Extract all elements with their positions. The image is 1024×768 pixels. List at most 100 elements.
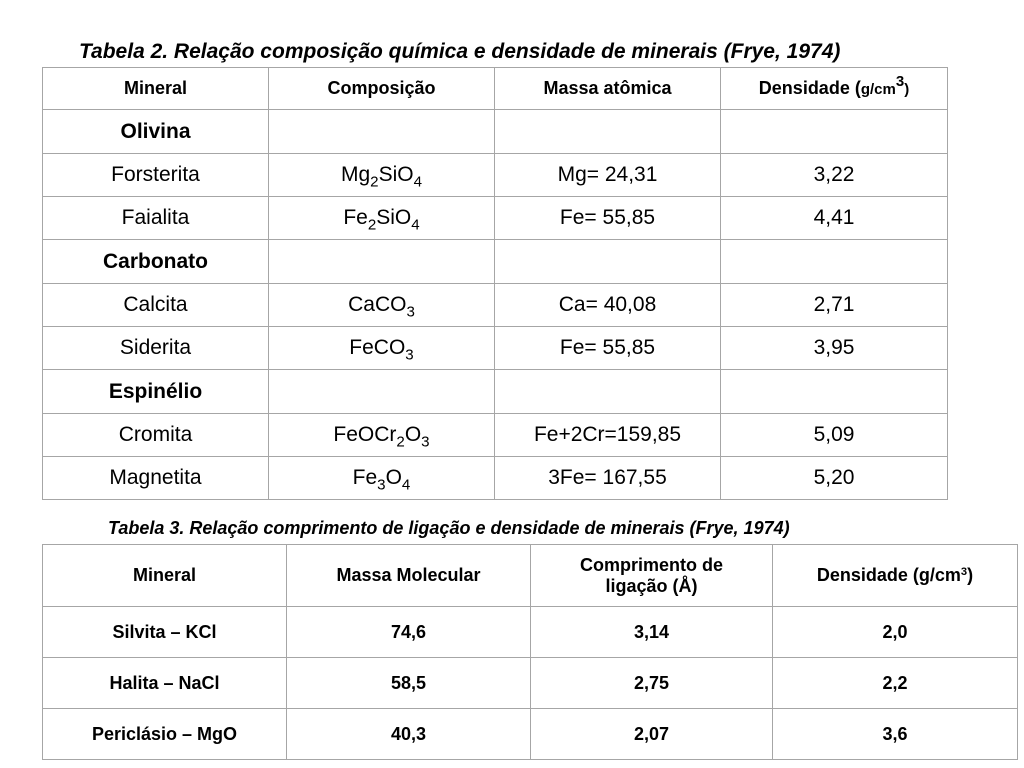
densidade-cell: 3,6: [772, 708, 1018, 760]
empty-cell: [720, 369, 948, 414]
massa-cell: 3Fe= 167,55: [494, 456, 721, 500]
massa-cell: Fe= 55,85: [494, 326, 721, 370]
group-name: Espinélio: [42, 369, 269, 414]
mineral-cell: Halita – NaCl: [42, 657, 287, 709]
formula-cell: FeCO3: [268, 326, 495, 370]
formula-part: Fe: [352, 466, 378, 489]
comprimento-cell: 3,14: [530, 606, 773, 658]
table3-caption: Tabela 3. Relação comprimento de ligação…: [108, 518, 790, 538]
densidade-cell: 2,71: [720, 283, 948, 327]
mineral-cell: Silvita – KCl: [42, 606, 287, 658]
formula-part: Fe: [343, 206, 368, 229]
mineral-cell: Magnetita: [42, 456, 269, 500]
table-row: Calcita CaCO3 Ca= 40,08 2,71: [42, 283, 948, 327]
table3-header-row: Mineral Massa Molecular Comprimento de li…: [42, 544, 1018, 607]
table2-header-row: Mineral Composição Massa atômica Densida…: [42, 67, 948, 110]
densidade-cell: 2,0: [772, 606, 1018, 658]
mineral-cell: Siderita: [42, 326, 269, 370]
formula-part: CaCO: [348, 293, 407, 316]
group-name: Carbonato: [42, 239, 269, 284]
formula-cell: Fe2SiO4: [268, 196, 495, 240]
table-row: Magnetita Fe3O4 3Fe= 167,55 5,20: [42, 456, 948, 500]
massa-molecular-cell: 74,6: [286, 606, 531, 658]
comprimento-cell: 2,75: [530, 657, 773, 709]
formula-part: SiO: [376, 206, 412, 229]
formula-part: FeOCr: [333, 423, 397, 446]
empty-cell: [268, 109, 495, 154]
table2-caption: Tabela 2. Relação composição química e d…: [79, 40, 841, 63]
comprimento-cell: 2,07: [530, 708, 773, 760]
formula-part: O: [385, 466, 402, 489]
formula-subscript: 2: [370, 173, 379, 191]
formula-subscript: 4: [401, 476, 411, 494]
mineral-cell: Periclásio – MgO: [42, 708, 287, 760]
mineral-cell: Faialita: [42, 196, 269, 240]
mineral-cell: Calcita: [42, 283, 269, 327]
empty-cell: [494, 369, 721, 414]
header-densidade: Densidade (g/cm3): [720, 67, 948, 110]
empty-cell: [720, 239, 948, 284]
table2: Mineral Composição Massa atômica Densida…: [42, 67, 948, 500]
empty-cell: [494, 239, 721, 284]
header-comprimento-line2: ligação (Å): [605, 575, 698, 596]
formula-subscript: 3: [405, 346, 414, 364]
densidade-cell: 5,20: [720, 456, 948, 500]
header-densidade-label: Densidade (: [758, 78, 861, 98]
formula-subscript: 4: [413, 173, 422, 191]
group-row: Carbonato: [42, 239, 948, 284]
formula-subscript: 4: [411, 216, 420, 234]
header-massa-molecular: Massa Molecular: [286, 544, 531, 607]
densidade-cell: 3,95: [720, 326, 948, 370]
table-row: Halita – NaCl 58,5 2,75 2,2: [42, 657, 1018, 709]
formula-part: SiO: [378, 163, 414, 186]
header-densidade-exp: 3: [895, 72, 905, 90]
header-densidade-label: Densidade (g/cm: [816, 565, 961, 585]
empty-cell: [720, 109, 948, 154]
formula-cell: Mg2SiO4: [268, 153, 495, 197]
header-massa-atomica: Massa atômica: [494, 67, 721, 110]
header-densidade-close: ): [967, 565, 974, 585]
formula-subscript: 3: [421, 433, 430, 451]
header-comprimento: Comprimento de ligação (Å): [530, 544, 773, 607]
formula-cell: FeOCr2O3: [268, 413, 495, 457]
header-composicao: Composição: [268, 67, 495, 110]
densidade-cell: 3,22: [720, 153, 948, 197]
formula-part: O: [404, 423, 422, 446]
header-densidade-close: ): [904, 81, 910, 98]
group-row: Espinélio: [42, 369, 948, 414]
densidade-cell: 5,09: [720, 413, 948, 457]
formula-subscript: 3: [377, 476, 386, 494]
header-mineral: Mineral: [42, 544, 287, 607]
massa-molecular-cell: 58,5: [286, 657, 531, 709]
header-densidade-unit: g/cm: [860, 81, 896, 98]
formula-part: FeCO: [349, 336, 406, 359]
massa-cell: Fe+2Cr=159,85: [494, 413, 721, 457]
empty-cell: [268, 369, 495, 414]
mineral-cell: Cromita: [42, 413, 269, 457]
group-name: Olivina: [42, 109, 269, 154]
massa-molecular-cell: 40,3: [286, 708, 531, 760]
densidade-cell: 4,41: [720, 196, 948, 240]
table-row: Periclásio – MgO 40,3 2,07 3,6: [42, 708, 1018, 760]
group-row: Olivina: [42, 109, 948, 154]
header-mineral: Mineral: [42, 67, 269, 110]
header-comprimento-line1: Comprimento de: [579, 554, 723, 575]
header-densidade: Densidade (g/cm3): [772, 544, 1018, 607]
mineral-cell: Forsterita: [42, 153, 269, 197]
massa-cell: Fe= 55,85: [494, 196, 721, 240]
massa-cell: Ca= 40,08: [494, 283, 721, 327]
formula-part: Mg: [340, 163, 371, 186]
table-row: Silvita – KCl 74,6 3,14 2,0: [42, 606, 1018, 658]
table-row: Cromita FeOCr2O3 Fe+2Cr=159,85 5,09: [42, 413, 948, 457]
massa-cell: Mg= 24,31: [494, 153, 721, 197]
formula-subscript: 2: [367, 216, 377, 234]
table-row: Faialita Fe2SiO4 Fe= 55,85 4,41: [42, 196, 948, 240]
table-row: Siderita FeCO3 Fe= 55,85 3,95: [42, 326, 948, 370]
formula-subscript: 3: [406, 303, 415, 321]
formula-subscript: 2: [396, 433, 405, 451]
densidade-cell: 2,2: [772, 657, 1018, 709]
empty-cell: [268, 239, 495, 284]
empty-cell: [494, 109, 721, 154]
table-row: Forsterita Mg2SiO4 Mg= 24,31 3,22: [42, 153, 948, 197]
formula-cell: CaCO3: [268, 283, 495, 327]
